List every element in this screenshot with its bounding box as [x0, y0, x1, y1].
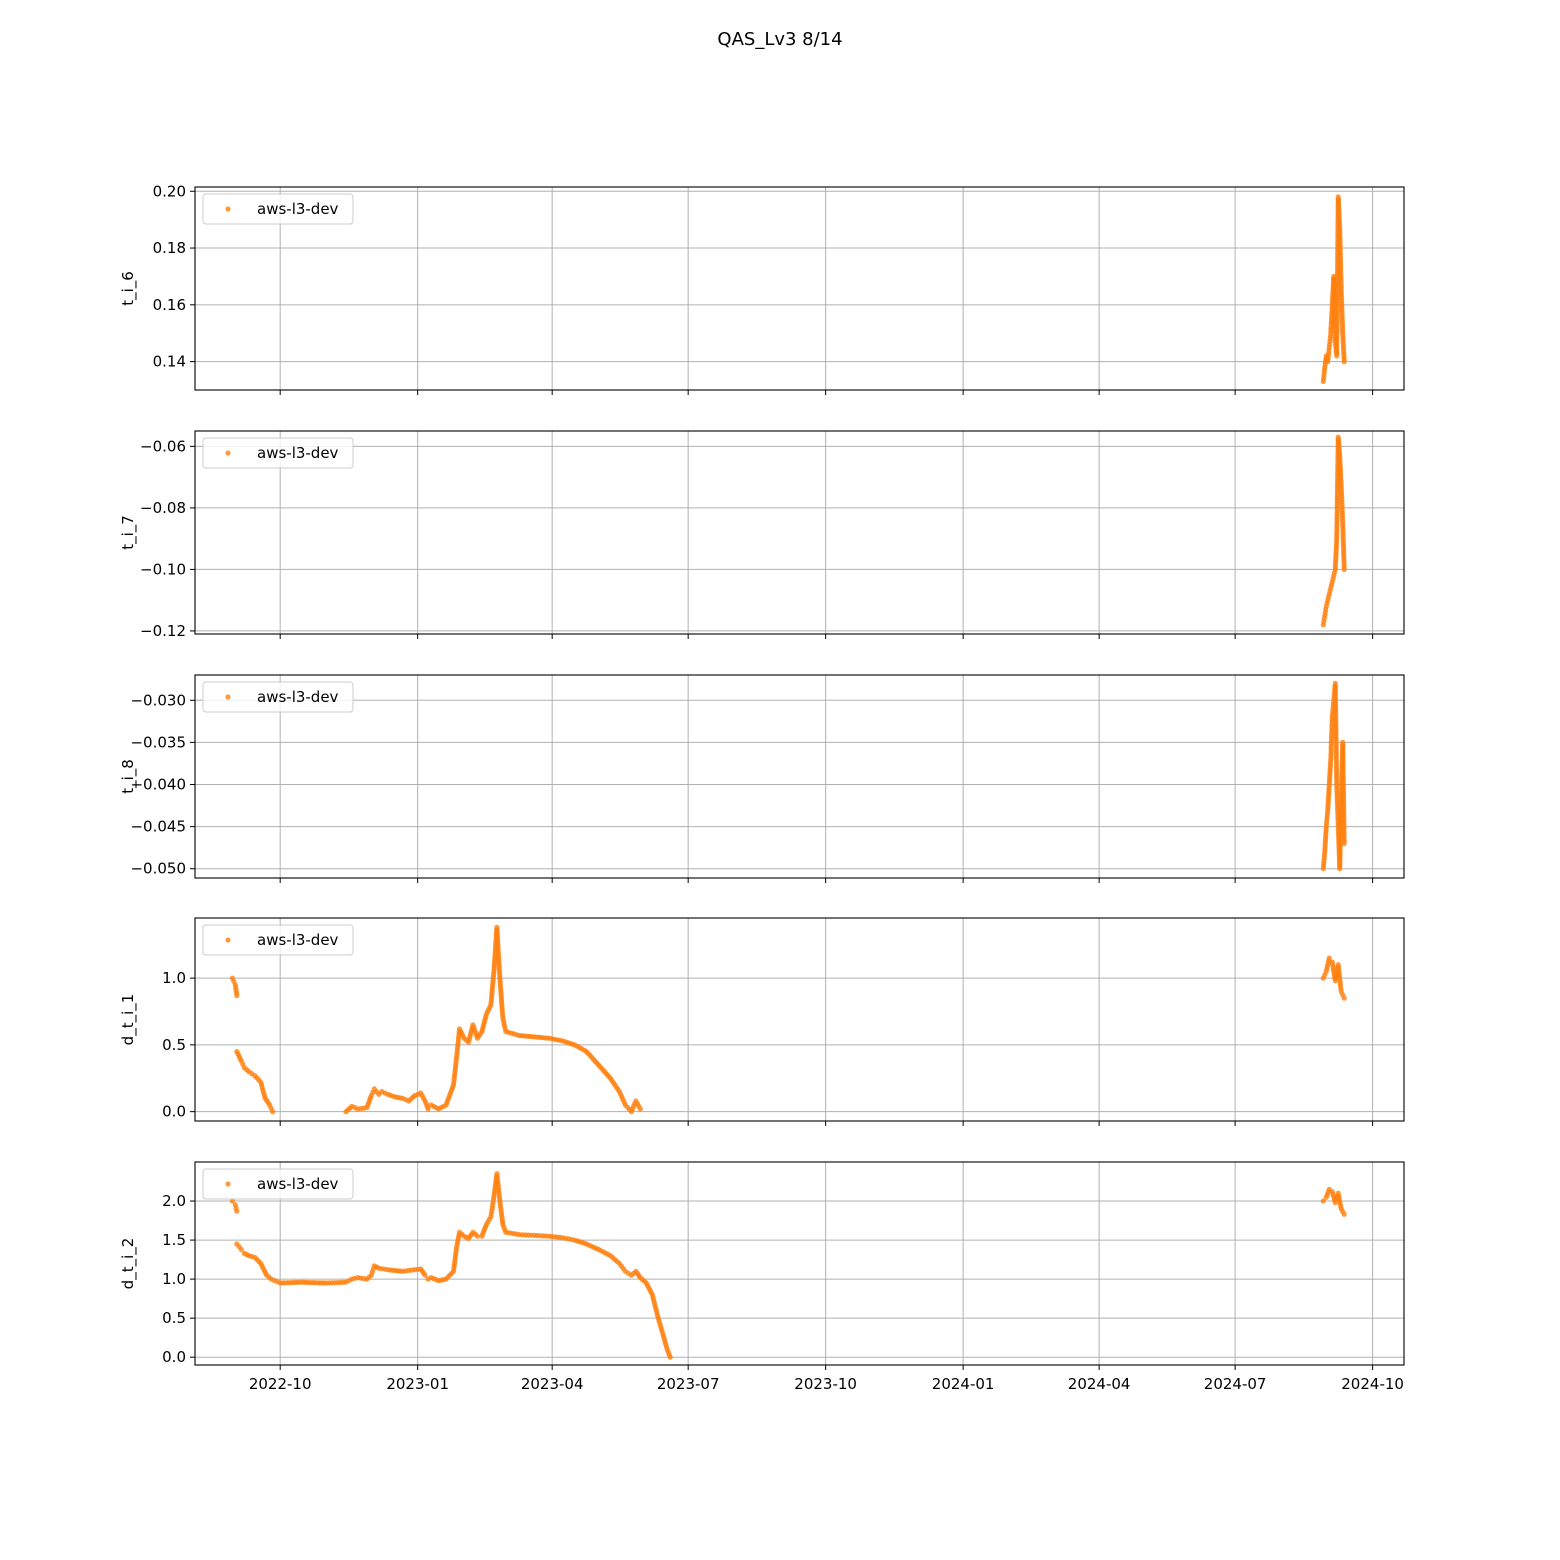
data-point	[238, 1246, 244, 1252]
y-tick-label: 2.0	[162, 1192, 186, 1210]
data-point	[234, 1208, 240, 1214]
y-tick-label: 0.5	[162, 1036, 186, 1054]
axes-frame	[194, 674, 1405, 879]
y-tick-label: −0.08	[140, 499, 186, 517]
data-point	[667, 1354, 673, 1360]
y-tick-label: 0.0	[162, 1103, 186, 1121]
data-point	[1341, 840, 1347, 847]
panel-t_i_6: 0.14 0.16 0.18 0.20 t_i_6 aws-l3-dev	[119, 182, 1405, 395]
axes-frame	[194, 1161, 1405, 1366]
y-tick-label: 1.0	[162, 1270, 186, 1288]
y-tick-label: 0.0	[162, 1348, 186, 1366]
data-point	[234, 992, 240, 999]
panels: 0.140.160.180.20t_i_6aws-l3-dev−0.12−0.1…	[119, 182, 1405, 1393]
axes-frame	[194, 430, 1405, 635]
y-tick-label: −0.045	[130, 818, 186, 836]
legend-box	[202, 924, 354, 956]
y-tick-label: 1.0	[162, 969, 186, 987]
legend-marker	[225, 937, 231, 943]
data-point	[474, 1233, 480, 1239]
y-axis-label: t_i_6	[119, 271, 138, 306]
data-point	[1341, 566, 1347, 573]
legend-box	[202, 681, 354, 713]
y-tick-label: 0.14	[153, 353, 186, 371]
axes-frame	[194, 917, 1405, 1122]
panel-t_i_7: −0.12 −0.10 −0.08 −0.06 t_i_7 aws-l3-dev	[119, 430, 1405, 640]
figure-title: QAS_Lv3 8/14	[717, 29, 842, 50]
legend-label: aws-l3-dev	[257, 688, 339, 706]
x-tick-label: 2023-01	[386, 1375, 449, 1393]
y-tick-label: −0.06	[140, 437, 186, 455]
y-axis-label: t_i_7	[119, 515, 138, 550]
x-tick-label: 2024-07	[1204, 1375, 1267, 1393]
panel-d_t_i_2: 0.0 0.5 1.0 1.5 2.0 2022-10 2023-01 2023-04 2023…	[119, 1161, 1405, 1393]
legend: aws-l3-dev	[202, 1168, 354, 1200]
data-point	[1341, 359, 1347, 365]
data-point	[229, 1198, 235, 1204]
data-point	[1326, 955, 1332, 961]
data-point	[1320, 1198, 1326, 1204]
x-tick-label: 2023-07	[657, 1375, 720, 1393]
y-tick-label: −0.10	[140, 560, 186, 578]
legend-marker	[225, 694, 231, 700]
legend-box	[202, 1168, 354, 1200]
y-tick-label: 0.20	[153, 182, 186, 200]
legend: aws-l3-dev	[202, 193, 354, 225]
y-tick-label: −0.040	[130, 776, 186, 794]
y-axis-label: t_i_8	[119, 759, 138, 794]
x-tick-label: 2024-10	[1341, 1375, 1404, 1393]
legend-label: aws-l3-dev	[257, 1175, 339, 1193]
data-point	[1341, 1211, 1347, 1217]
x-tick-label: 2024-01	[932, 1375, 995, 1393]
data-point	[1341, 995, 1347, 1001]
x-tick-label: 2023-10	[794, 1375, 857, 1393]
y-tick-label: −0.035	[130, 733, 186, 751]
legend-marker	[225, 450, 231, 456]
y-tick-label: −0.050	[130, 860, 186, 878]
legend: aws-l3-dev	[202, 924, 354, 956]
y-axis-label: d_t_i_2	[119, 1238, 138, 1290]
legend-box	[202, 193, 354, 225]
legend-box	[202, 437, 354, 469]
panel-t_i_8: −0.050 −0.045 −0.040 −0.035 −0.030 t_i_8 aws-l…	[119, 674, 1405, 883]
x-tick-label: 2024-04	[1068, 1375, 1131, 1393]
y-tick-label: 0.16	[153, 296, 186, 314]
y-tick-label: 1.5	[162, 1231, 186, 1249]
data-point	[270, 1109, 276, 1115]
legend: aws-l3-dev	[202, 437, 354, 469]
y-axis-label: d_t_i_1	[119, 994, 138, 1046]
y-tick-label: 0.5	[162, 1309, 186, 1327]
data-point	[637, 1106, 643, 1112]
legend: aws-l3-dev	[202, 681, 354, 713]
legend-label: aws-l3-dev	[257, 200, 339, 218]
axes-frame	[194, 186, 1405, 391]
legend-label: aws-l3-dev	[257, 931, 339, 949]
data-point	[422, 1272, 428, 1278]
panel-d_t_i_1: 0.0 0.5 1.0 d_t_i_1 aws-l3-dev	[119, 917, 1405, 1126]
x-tick-label: 2023-04	[521, 1375, 584, 1393]
legend-label: aws-l3-dev	[257, 444, 339, 462]
x-tick-label: 2022-10	[249, 1375, 312, 1393]
legend-marker	[225, 206, 231, 212]
y-tick-label: −0.12	[140, 622, 186, 640]
legend-marker	[225, 1181, 231, 1187]
data-point	[425, 1106, 431, 1112]
y-tick-label: 0.18	[153, 239, 186, 257]
y-tick-label: −0.030	[130, 691, 186, 709]
